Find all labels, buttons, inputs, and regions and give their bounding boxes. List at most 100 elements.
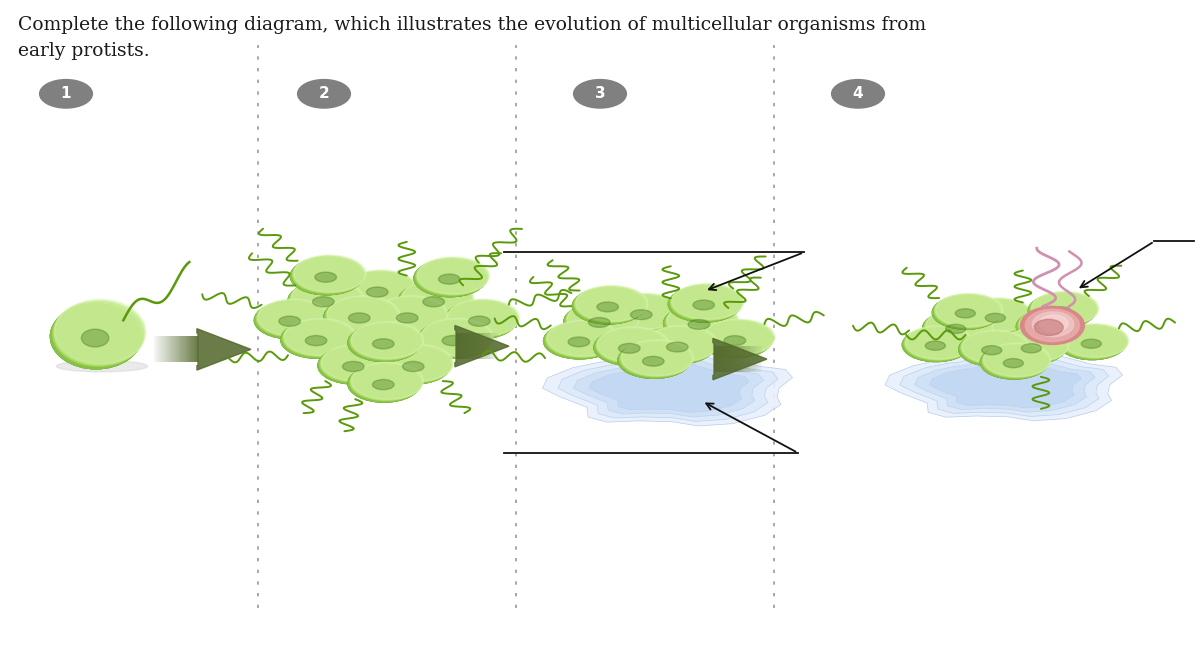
Ellipse shape (372, 339, 394, 349)
Ellipse shape (923, 311, 990, 345)
Ellipse shape (284, 318, 356, 355)
Ellipse shape (998, 331, 1066, 364)
Ellipse shape (50, 304, 142, 369)
Ellipse shape (446, 300, 518, 337)
Bar (715, 346, 716, 372)
Ellipse shape (1025, 309, 1080, 342)
Ellipse shape (596, 302, 618, 312)
Ellipse shape (292, 280, 364, 316)
Text: 1: 1 (61, 86, 71, 102)
Bar (737, 346, 738, 372)
Circle shape (298, 80, 350, 108)
Ellipse shape (606, 296, 678, 332)
Ellipse shape (350, 363, 422, 400)
Ellipse shape (312, 297, 334, 307)
Bar (749, 346, 750, 372)
Ellipse shape (319, 345, 391, 382)
Ellipse shape (547, 320, 619, 356)
Ellipse shape (644, 326, 716, 362)
Bar (716, 346, 718, 372)
Bar (721, 346, 722, 372)
Ellipse shape (1018, 309, 1085, 342)
Ellipse shape (642, 328, 714, 364)
Ellipse shape (672, 283, 744, 319)
Ellipse shape (1003, 358, 1024, 367)
Ellipse shape (606, 296, 678, 332)
Ellipse shape (664, 305, 736, 342)
Bar (734, 346, 736, 372)
Bar (740, 346, 742, 372)
Ellipse shape (258, 299, 330, 336)
Ellipse shape (700, 322, 772, 358)
Ellipse shape (544, 323, 616, 359)
Polygon shape (929, 360, 1081, 408)
Ellipse shape (378, 347, 450, 384)
Bar (748, 346, 749, 372)
Ellipse shape (324, 298, 396, 335)
Bar (718, 346, 719, 372)
Ellipse shape (1032, 312, 1074, 336)
Ellipse shape (344, 271, 416, 308)
Ellipse shape (618, 342, 690, 378)
Polygon shape (589, 362, 749, 412)
Bar (728, 346, 730, 372)
Ellipse shape (980, 345, 1048, 379)
Bar (725, 346, 726, 372)
Ellipse shape (342, 273, 414, 310)
Ellipse shape (283, 319, 355, 356)
Ellipse shape (607, 294, 679, 330)
Bar (739, 346, 740, 372)
Bar (752, 346, 754, 372)
Ellipse shape (414, 260, 486, 297)
Ellipse shape (546, 321, 618, 356)
Ellipse shape (372, 298, 444, 335)
Ellipse shape (924, 310, 991, 344)
Ellipse shape (1030, 292, 1097, 326)
Ellipse shape (1028, 294, 1096, 327)
Ellipse shape (1034, 320, 1063, 335)
Bar (757, 346, 758, 372)
Ellipse shape (596, 327, 668, 363)
Ellipse shape (314, 272, 336, 282)
Ellipse shape (380, 345, 452, 382)
Bar (720, 346, 721, 372)
Ellipse shape (348, 325, 420, 361)
Ellipse shape (703, 319, 775, 355)
Ellipse shape (572, 288, 644, 324)
Ellipse shape (348, 313, 370, 323)
Ellipse shape (294, 255, 366, 292)
Ellipse shape (1058, 326, 1126, 360)
Ellipse shape (290, 258, 362, 295)
Ellipse shape (985, 313, 1006, 322)
Ellipse shape (342, 273, 414, 310)
Ellipse shape (1032, 291, 1099, 325)
Ellipse shape (324, 298, 396, 335)
Ellipse shape (418, 257, 490, 294)
Ellipse shape (642, 328, 714, 364)
Ellipse shape (350, 323, 422, 360)
Ellipse shape (610, 293, 682, 329)
Ellipse shape (595, 328, 667, 364)
Ellipse shape (594, 329, 666, 366)
Ellipse shape (416, 258, 487, 295)
Bar (727, 346, 728, 372)
Ellipse shape (568, 337, 589, 347)
Bar (746, 346, 748, 372)
Ellipse shape (1060, 325, 1127, 358)
Ellipse shape (422, 297, 444, 307)
Bar (750, 346, 751, 372)
Ellipse shape (572, 288, 644, 324)
Ellipse shape (692, 300, 714, 310)
Ellipse shape (378, 347, 450, 384)
Ellipse shape (700, 322, 772, 358)
Polygon shape (900, 351, 1109, 417)
Ellipse shape (326, 297, 398, 334)
Ellipse shape (318, 347, 390, 384)
Ellipse shape (594, 329, 666, 366)
Ellipse shape (372, 298, 444, 335)
Ellipse shape (50, 304, 142, 369)
Ellipse shape (702, 320, 774, 355)
Ellipse shape (418, 322, 490, 358)
Ellipse shape (374, 297, 446, 334)
Ellipse shape (959, 333, 1026, 366)
